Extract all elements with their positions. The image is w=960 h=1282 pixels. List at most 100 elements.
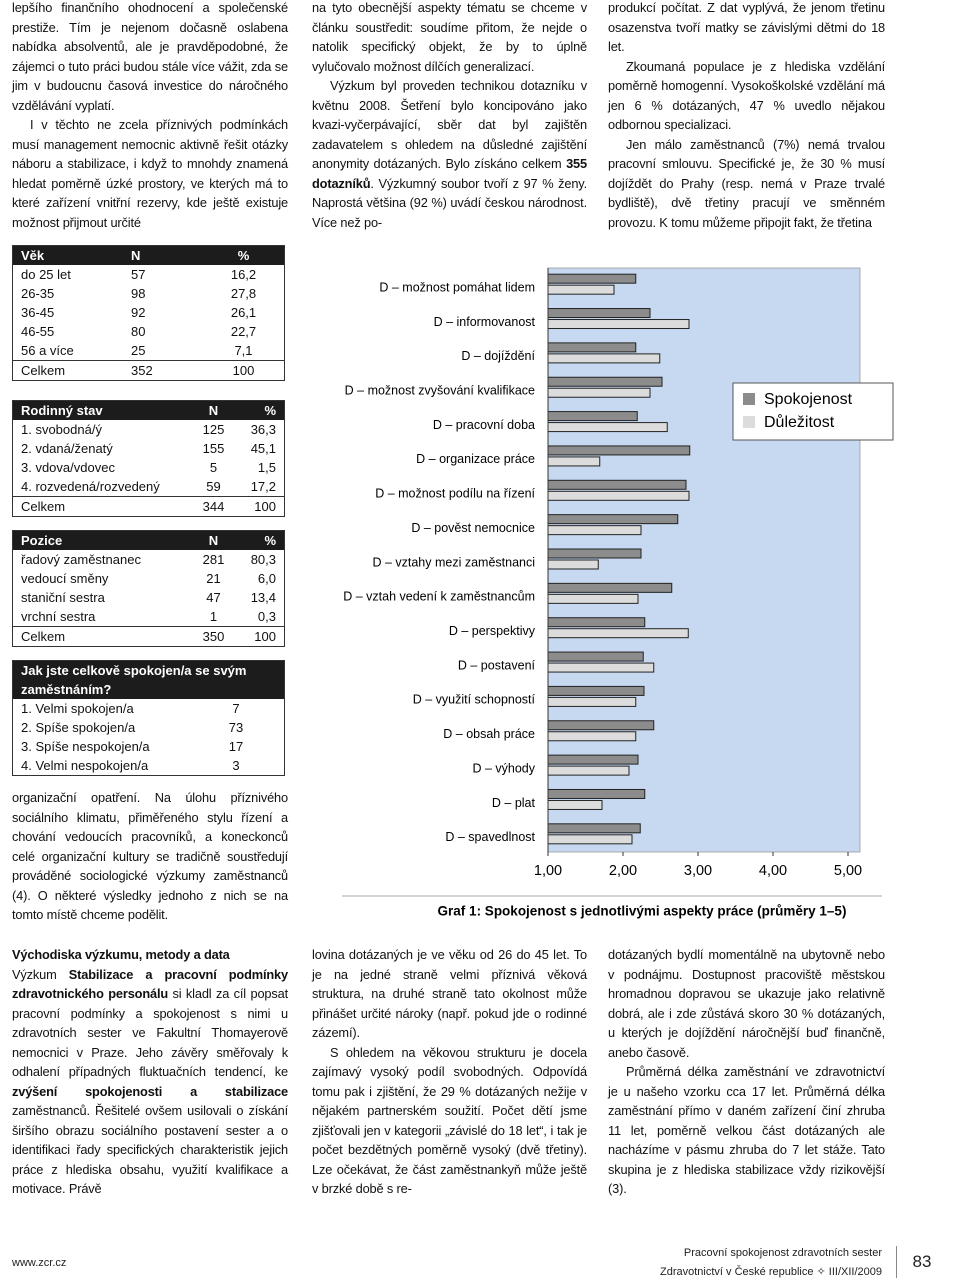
table-cell: 13,4 [250,590,276,605]
table-header: Jak jste celkově spokojen/a se svým zamě… [13,661,284,699]
y-tick-label: D – organizace práce [416,452,535,466]
table-row: 4. rozvedená/rozvedený 59 17,2 [13,477,284,496]
legend-swatch [743,393,755,405]
bar [547,514,679,525]
bar [547,651,644,662]
text: lepšího finančního ohodnocení a společen… [12,0,288,113]
text: zvýšení spokojenosti a stabilizace [12,1083,288,1099]
table-cell: 1. svobodná/ý [21,422,102,437]
table-cell: 92 [131,305,146,320]
y-tick-label: D – obsah práce [443,727,535,741]
table-cell: 46-55 [21,324,55,339]
table-row: 56 a více 25 7,1 [13,341,284,360]
text: si kladl za cíl popsat pracovní podmínky… [12,986,288,1079]
text: dotázaných bydlí momentálně na ubytovně … [608,947,885,1060]
table-cell: 0,3 [257,609,276,624]
table-row: 1. svobodná/ý 125 36,3 [13,420,284,439]
paragraph: na tyto obecnější aspekty tématu se chce… [312,0,587,76]
table-cell: 350 [202,629,225,644]
footer-title: Pracovní spokojenost zdravotních sester [683,1247,882,1259]
legend-label: Spokojenost [764,391,853,408]
table-row: staniční sestra 47 13,4 [13,588,284,607]
y-tick-label: D – možnost zvyšování kvalifikace [345,384,535,398]
bottom-column: dotázaných bydlí momentálně na ubytovně … [608,945,885,1199]
table-cell: 155 [202,441,225,456]
table-cell: 2. Spíše spokojen/a [21,720,136,735]
table-cell: 3 [232,758,240,773]
table-cell: Celkem [21,629,66,644]
paragraph: dotázaných bydlí momentálně na ubytovně … [608,945,885,1062]
table-row: 3. vdova/vdovec 5 1,5 [13,458,284,477]
bottom-column: Východiska výzkumu, metody a data Výzkum… [12,945,288,1199]
table-cell: vedoucí směny [21,571,109,586]
table-cell: 26-35 [21,286,55,301]
legend-box [732,382,894,441]
y-tick-label: D – plat [492,796,536,810]
x-tick-label: 2,00 [609,863,637,879]
y-tick-label: D – využití schopností [413,693,536,707]
legend-swatch [743,416,755,428]
table-cell: 17 [228,739,244,754]
paragraph: lovina dotázaných je ve věku od 26 do 45… [312,945,587,1043]
table-cell: 98 [131,286,146,301]
table-cell: 6,0 [257,571,276,586]
text: organizační opatření. Na úlohu příznivéh… [12,790,288,922]
header-cell: Pozice [21,533,63,548]
table-cell: 56 a více [21,343,74,358]
table-cell: 1. Velmi spokojen/a [21,701,134,716]
table-cell: vrchní sestra [21,609,96,624]
text: Jen málo zaměstnanců (7%) nemá trvalou p… [608,136,885,230]
bar [547,662,655,673]
text: Výzkum [12,966,69,982]
text: . Výzkumný soubor tvoří z 97 % ženy. Nap… [312,175,587,230]
table-cell: 1 [209,609,218,624]
table-cell: 73 [228,720,244,735]
paragraph: Zkoumaná populace je z hlediska vzdělání… [608,57,885,135]
bar [547,479,687,490]
table-cell: Celkem [21,363,66,378]
table-cell: 7,1 [234,343,253,358]
table-cell: 281 [202,552,225,567]
y-tick-label: D – postavení [458,658,536,672]
bar [547,387,651,398]
table-cell: 47 [206,590,221,605]
header-cell: N [208,533,219,548]
bar [547,422,668,433]
top-column: lepšího finančního ohodnocení a společen… [12,0,288,232]
table-cell: 3. Spíše nespokojen/a [21,739,150,754]
table-row: 2. Spíše spokojen/a 73 [13,718,284,737]
header-cell: Rodinný stav [21,403,103,418]
text: 355 dotazníků [312,156,587,191]
table-cell: do 25 let [21,267,71,282]
bar [547,593,639,604]
table-header: Rodinný stav N% [13,401,284,420]
table-cell: 22,7 [230,324,257,339]
bar [547,353,661,364]
table-row: 26-35 98 27,8 [13,284,284,303]
paragraph: S ohledem na věkovou strukturu je docela… [312,1043,587,1199]
bar [547,284,615,295]
table-cell: 3. vdova/vdovec [21,460,115,475]
y-tick-label: D – výhody [472,761,535,775]
table: Věk N% do 25 let 57 16,2 26-35 98 27,8 36-45 92 26… [12,245,285,381]
table-cell: řadový zaměstnanec [21,552,141,567]
x-tick-label: 3,00 [684,863,712,879]
paragraph: Průměrná délka zaměstnání ve zdravotnict… [608,1062,885,1199]
bar [547,834,633,845]
bar [547,720,655,731]
table-row: řadový zaměstnanec 281 80,3 [13,550,284,569]
bar [547,456,601,467]
table-cell: 344 [202,499,225,514]
bar [547,559,599,570]
paragraph: organizační opatření. Na úlohu příznivéh… [12,788,288,925]
table-row: do 25 let 57 16,2 [13,265,284,284]
text: zaměstnanců. Řešitelé ovšem usilovali o … [12,1103,288,1196]
table-cell: 27,8 [230,286,257,301]
bar [547,731,637,742]
chart-title: Graf 1: Spokojenost s jednotlivými aspek… [438,904,847,919]
bar [547,273,637,284]
table-cell: 7 [232,701,240,716]
bar [547,765,630,776]
table-cell: 4. Velmi nespokojen/a [21,758,149,773]
